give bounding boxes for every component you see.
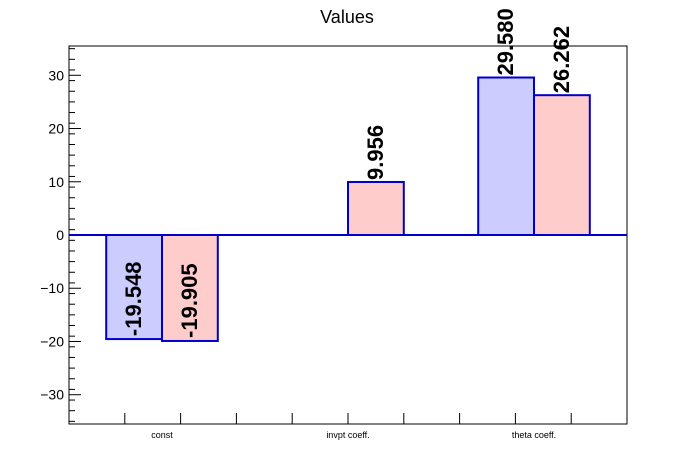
y-tick-label: −20 bbox=[40, 333, 64, 349]
y-tick-label: −30 bbox=[40, 387, 64, 403]
bar-value-label: 9.956 bbox=[363, 125, 388, 180]
y-tick-label: 0 bbox=[56, 227, 64, 243]
bar-value-label: 29.580 bbox=[493, 8, 518, 75]
y-tick-label: 30 bbox=[48, 67, 64, 83]
bar bbox=[161, 234, 219, 342]
bar bbox=[347, 180, 405, 236]
y-tick-label: 20 bbox=[48, 121, 64, 137]
chart-title: Values bbox=[320, 7, 374, 27]
bar-value-label: 26.262 bbox=[549, 26, 574, 93]
bar bbox=[533, 94, 591, 237]
bar bbox=[477, 76, 536, 236]
x-category-label: theta coeff. bbox=[512, 430, 556, 440]
y-tick-label: −10 bbox=[40, 280, 64, 296]
x-category-label: const bbox=[151, 430, 173, 440]
y-tick-label: 10 bbox=[48, 174, 64, 190]
bar-value-label: -19.548 bbox=[121, 261, 146, 336]
bar-value-label: -19.905 bbox=[177, 263, 202, 338]
x-category-label: invpt coeff. bbox=[326, 430, 369, 440]
plot-area: −30 −20 −10 0 10 20 30 const invpt coeff. theta c… bbox=[40, 8, 628, 440]
